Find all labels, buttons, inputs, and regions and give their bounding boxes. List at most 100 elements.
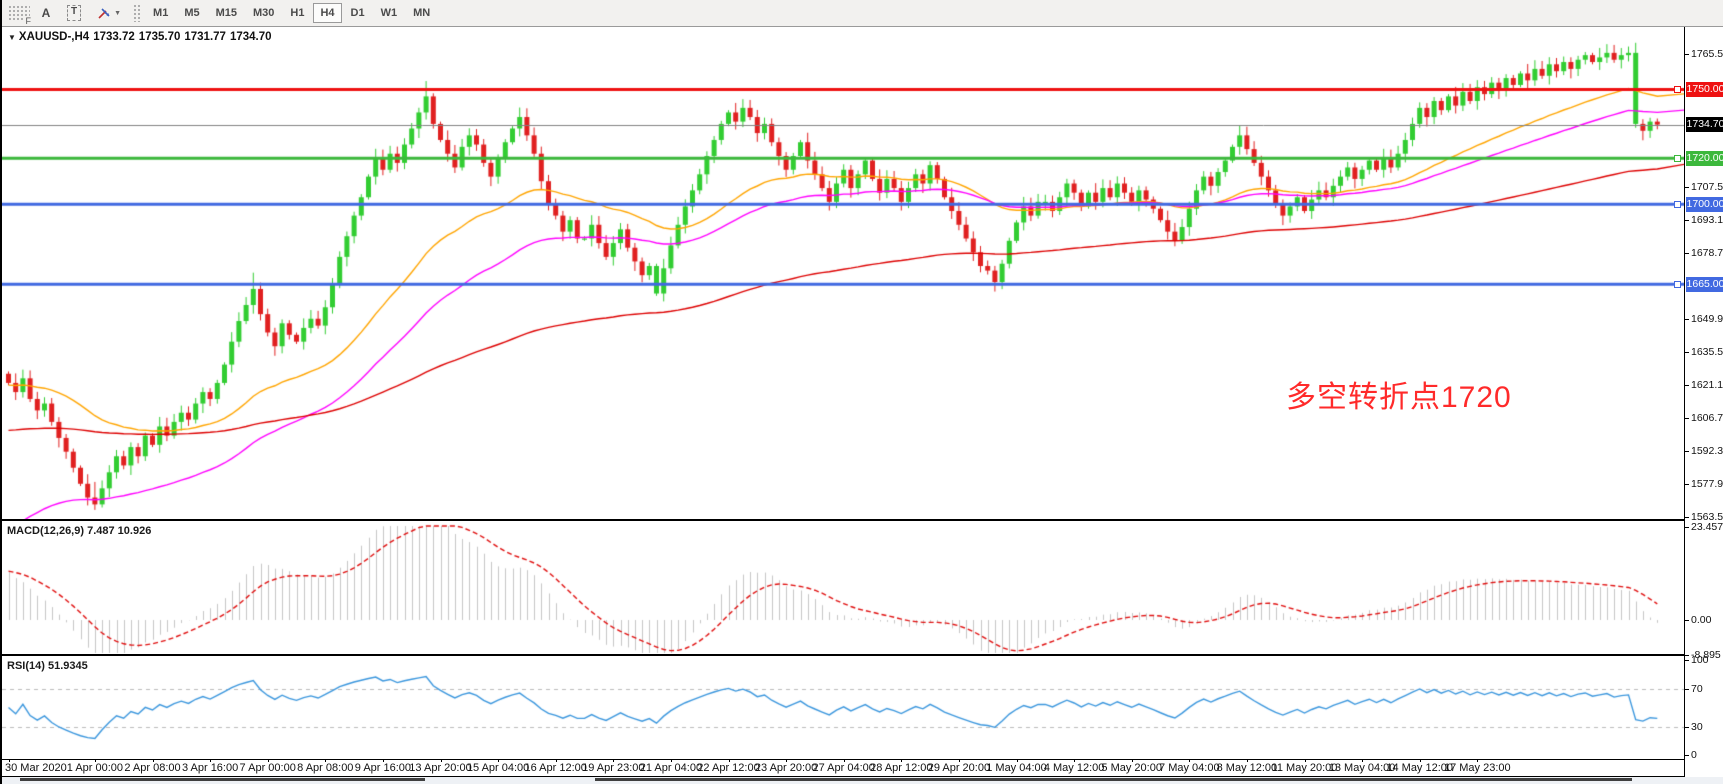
date-axis-tick bbox=[1362, 759, 1364, 762]
text-label-tool[interactable]: A bbox=[34, 2, 58, 24]
date-axis-tick bbox=[728, 759, 730, 762]
macd-axis-tick: -8.895 bbox=[1685, 649, 1723, 661]
date-axis-tick bbox=[1016, 759, 1018, 762]
quote-line: ▼ XAUUSD-,H4 1733.72 1735.70 1731.77 1734.70 bbox=[8, 31, 276, 43]
cursor-arrows-tool[interactable]: ▼ bbox=[90, 2, 128, 24]
macd-axis-tick: 23.457 bbox=[1685, 521, 1723, 533]
date-axis-label: 1 Apr 00:00 bbox=[66, 762, 124, 774]
level-line-handle[interactable] bbox=[1674, 280, 1681, 288]
level-price-tag[interactable]: 1700.00 bbox=[1686, 196, 1723, 212]
timeframe-button-m1[interactable]: M1 bbox=[146, 3, 175, 23]
panel-separator[interactable] bbox=[2, 519, 1723, 521]
date-axis-label: 13 Apr 20:00 bbox=[409, 762, 472, 774]
date-axis-label: 28 Apr 12:00 bbox=[870, 762, 933, 774]
level-price-tag[interactable]: 1665.00 bbox=[1686, 276, 1723, 292]
chart-text-annotation[interactable]: 多空转折点1720 bbox=[1286, 381, 1512, 414]
bottom-strip bbox=[2, 777, 1723, 784]
macd-indicator-canvas[interactable] bbox=[2, 522, 1684, 655]
rsi-axis-tick: 0 bbox=[1685, 749, 1723, 761]
timeframe-button-mn[interactable]: MN bbox=[406, 3, 437, 23]
macd-axis-tick: 0.00 bbox=[1685, 614, 1723, 626]
symbol-dropdown-icon[interactable]: ▼ bbox=[8, 33, 16, 42]
timeframe-button-m15[interactable]: M15 bbox=[209, 3, 244, 23]
date-axis-label: 17 May 23:00 bbox=[1443, 762, 1511, 774]
date-axis-label: 30 Mar 2020 bbox=[5, 762, 67, 774]
date-axis-tick bbox=[94, 759, 96, 762]
level-line-handle[interactable] bbox=[1674, 200, 1681, 208]
date-axis-label: 21 Apr 04:00 bbox=[639, 762, 703, 774]
date-axis-label: 15 Apr 04:00 bbox=[466, 762, 530, 774]
panel-separator[interactable] bbox=[2, 654, 1723, 656]
price-axis-tick: 1606.70 bbox=[1685, 412, 1723, 424]
quote-close: 1734.70 bbox=[229, 31, 272, 43]
chevron-down-icon: ▼ bbox=[114, 9, 122, 17]
price-chart-canvas[interactable] bbox=[2, 27, 1684, 520]
symbol-name: XAUUSD-,H4 bbox=[18, 31, 90, 43]
date-axis-label: 4 May 12:00 bbox=[1043, 762, 1105, 774]
toolbar-grip-f-icon: F bbox=[8, 4, 31, 26]
date-axis-label: 2 Apr 08:00 bbox=[124, 762, 181, 774]
date-axis-tick bbox=[152, 759, 154, 762]
date-axis-label: 5 May 20:00 bbox=[1101, 762, 1162, 774]
right-axis: 1765.50 1707.50 1693.10 1678.70 1649.90 1635.… bbox=[1684, 27, 1723, 777]
quote-open: 1733.72 bbox=[93, 31, 135, 43]
price-axis-tick: 1678.70 bbox=[1685, 247, 1723, 259]
level-price-tag[interactable]: 1750.00 bbox=[1686, 82, 1723, 98]
timeframe-button-h4[interactable]: H4 bbox=[313, 3, 342, 23]
date-axis-label: 1 May 04:00 bbox=[986, 762, 1047, 774]
date-axis-label: 14 May 12:00 bbox=[1386, 762, 1454, 774]
timeframe-button-h1[interactable]: H1 bbox=[283, 3, 311, 23]
date-axis-tick bbox=[1074, 759, 1076, 762]
price-axis-tick: 1693.10 bbox=[1685, 214, 1723, 226]
text-box-tool[interactable]: T bbox=[60, 2, 88, 24]
date-axis: 30 Mar 2020 1 Apr 00:00 2 Apr 08:00 3 Apr 1… bbox=[2, 759, 1684, 777]
date-axis-label: 29 Apr 20:00 bbox=[927, 762, 991, 774]
date-axis-tick bbox=[210, 759, 212, 762]
current-price-tag[interactable]: 1734.70 bbox=[1686, 117, 1723, 133]
date-axis-tick bbox=[1304, 759, 1306, 762]
date-axis-tick bbox=[8, 759, 10, 762]
date-axis-tick bbox=[555, 759, 557, 762]
level-line-handle[interactable] bbox=[1674, 154, 1681, 162]
date-axis-tick bbox=[1131, 759, 1133, 762]
date-axis-label: 19 Apr 23:00 bbox=[582, 762, 645, 774]
price-axis-tick: 1621.10 bbox=[1685, 379, 1723, 391]
date-axis-tick bbox=[613, 759, 615, 762]
level-line-handle[interactable] bbox=[1674, 86, 1681, 94]
date-axis-tick bbox=[1189, 759, 1191, 762]
date-axis-label: 22 Apr 12:00 bbox=[697, 762, 760, 774]
price-axis-tick: 1649.90 bbox=[1685, 313, 1723, 325]
date-axis-label: 23 Apr 20:00 bbox=[754, 762, 818, 774]
price-axis-tick: 1563.50 bbox=[1685, 511, 1723, 523]
rsi-axis-tick: 100 bbox=[1685, 654, 1723, 666]
quote-low: 1731.77 bbox=[184, 31, 226, 43]
bottom-strip-segment bbox=[595, 778, 1632, 781]
date-axis-label: 11 May 20:00 bbox=[1271, 762, 1338, 774]
timeframe-button-m30[interactable]: M30 bbox=[246, 3, 281, 23]
axis-separator bbox=[2, 759, 1723, 760]
price-axis-tick: 1592.30 bbox=[1685, 445, 1723, 457]
date-axis-label: 9 Apr 16:00 bbox=[354, 762, 412, 774]
window-bottom-border bbox=[2, 776, 1723, 777]
date-axis-label: 7 May 04:00 bbox=[1159, 762, 1220, 774]
timeframe-button-d1[interactable]: D1 bbox=[344, 3, 372, 23]
level-price-tag[interactable]: 1720.00 bbox=[1686, 150, 1723, 166]
date-axis-tick bbox=[1246, 759, 1248, 762]
timeframe-button-m5[interactable]: M5 bbox=[177, 3, 206, 23]
date-axis-tick bbox=[958, 759, 960, 762]
date-axis-tick bbox=[843, 759, 845, 762]
bottom-strip-segment bbox=[20, 778, 425, 781]
date-axis-tick bbox=[901, 759, 903, 762]
date-axis-label: 7 Apr 00:00 bbox=[239, 762, 296, 774]
rsi-label: RSI(14) 51.9345 bbox=[7, 660, 88, 672]
date-axis-tick bbox=[440, 759, 442, 762]
date-axis-tick bbox=[670, 759, 672, 762]
timeframe-button-group: M1 M5 M15 M30 H1 H4 D1 W1 MN bbox=[145, 3, 438, 23]
rsi-indicator-canvas[interactable] bbox=[2, 657, 1684, 759]
timeframe-button-w1[interactable]: W1 bbox=[374, 3, 405, 23]
date-axis-tick bbox=[786, 759, 788, 762]
date-axis-tick bbox=[1419, 759, 1421, 762]
price-axis-tick: 1707.50 bbox=[1685, 181, 1723, 193]
toolbar-separator-grip bbox=[133, 4, 142, 22]
